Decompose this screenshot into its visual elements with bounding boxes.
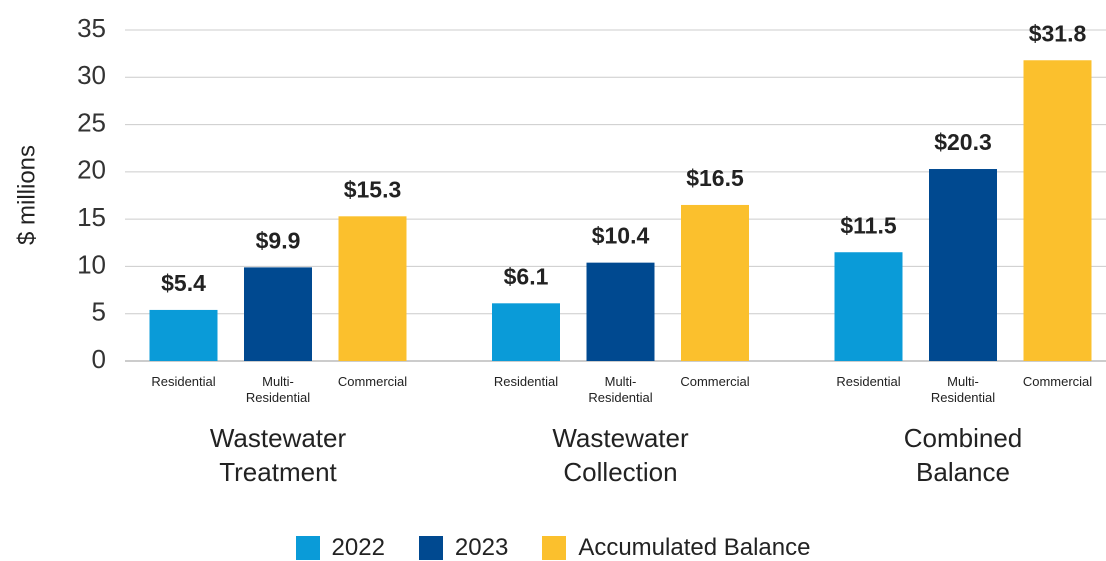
bar-label: Commercial [337,374,408,389]
bar [834,252,903,361]
legend-item: 2023 [418,534,509,561]
bar [244,267,312,361]
value-label: $16.5 [686,165,744,191]
bar [681,204,749,361]
bar-label: Residential [493,374,559,389]
value-label: $20.3 [934,129,992,155]
group-label: Wastewater Treatment [209,423,347,487]
value-label: $15.3 [344,176,402,202]
bar-label: Multi-Residential [930,374,996,405]
bar [1023,60,1092,362]
bar [492,303,560,361]
bar [929,169,997,361]
legend-label: Accumulated Balance [578,534,811,561]
y-tick-label: 35 [77,13,106,43]
y-tick-label: 5 [92,297,106,327]
value-label: $31.8 [1029,20,1087,46]
value-label: $10.4 [592,223,650,249]
y-tick-label: 0 [92,344,106,374]
legend-swatch [295,536,320,560]
legend: 2022 2023 Accumulated Balance [0,534,1106,561]
value-label: $6.1 [504,263,549,289]
bar-label: Commercial [1022,374,1093,389]
y-axis-label: $ millions [13,145,40,245]
bar-label: Multi-Residential [245,374,311,405]
y-tick-label: 20 [77,155,106,185]
legend-swatch [418,536,443,560]
value-label: $11.5 [840,212,896,238]
value-label: $5.4 [161,270,206,296]
legend-item: Accumulated Balance [542,534,810,561]
bar [149,309,218,361]
bar [586,262,655,361]
bar-label: Multi-Residential [588,374,653,405]
y-tick-label: 25 [77,107,106,137]
group-label: Combined Balance [903,423,1023,487]
y-tick-label: 30 [77,60,106,90]
value-label: $9.9 [256,227,301,253]
legend-label: 2022 [331,534,385,561]
bar-label: Commercial [680,374,750,389]
bar-label: Residential [836,374,901,389]
bar-label: Residential [151,374,216,389]
group-label: Wastewater Collection [552,423,689,487]
legend-item: 2022 [295,534,385,561]
y-tick-label: 10 [77,249,106,279]
bar [338,216,407,361]
legend-label: 2023 [454,534,509,561]
legend-swatch [542,536,567,560]
y-tick-label: 15 [77,202,106,232]
